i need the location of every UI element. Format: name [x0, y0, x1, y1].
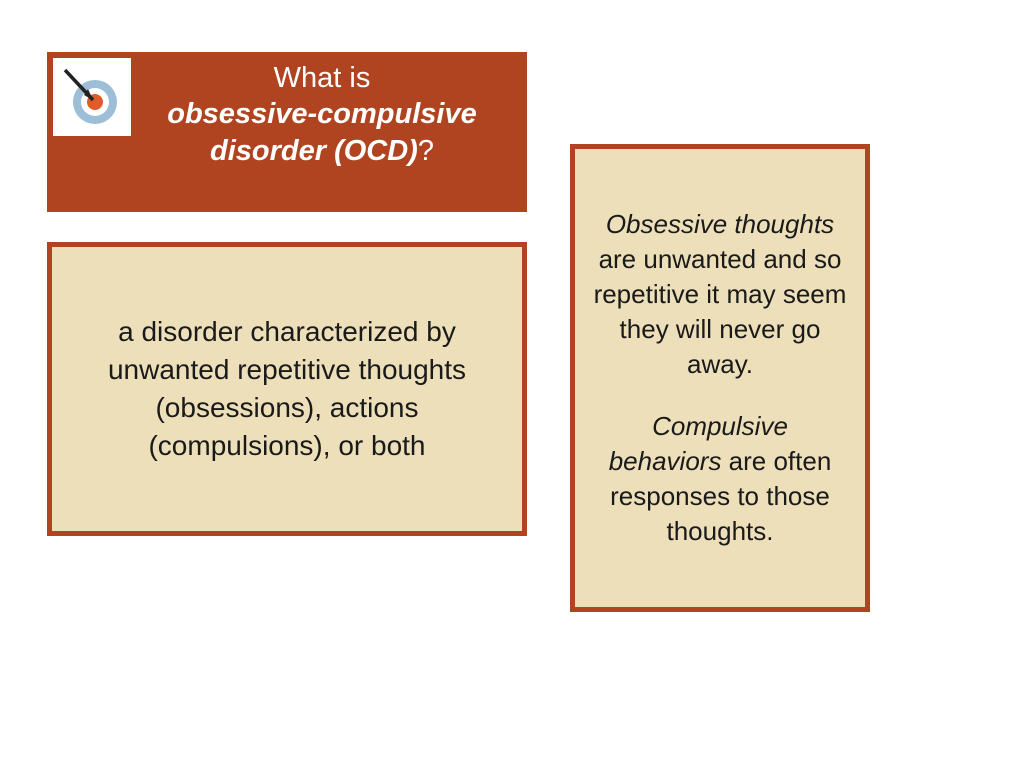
target-arrow-icon [57, 62, 127, 132]
definition-panel: a disorder characterized by unwanted rep… [47, 242, 527, 536]
sidebar-paragraph-2: Compulsive behaviors are often responses… [593, 409, 847, 549]
sidebar-paragraph-1: Obsessive thoughts are unwanted and so r… [593, 207, 847, 382]
definition-text: a disorder characterized by unwanted rep… [72, 313, 502, 464]
sidebar-p1-lead: Obsessive thoughts [606, 209, 834, 239]
title-icon-container [53, 58, 131, 136]
title-trailing: ? [418, 135, 434, 167]
title-block: What is obsessive-compulsive disorder (O… [47, 52, 527, 212]
sidebar-panel: Obsessive thoughts are unwanted and so r… [570, 144, 870, 612]
title-text: What is obsessive-compulsive disorder (O… [137, 60, 507, 169]
sidebar-p1-rest: are unwanted and so repetitive it may se… [594, 244, 847, 379]
title-line1: What is [274, 62, 371, 94]
